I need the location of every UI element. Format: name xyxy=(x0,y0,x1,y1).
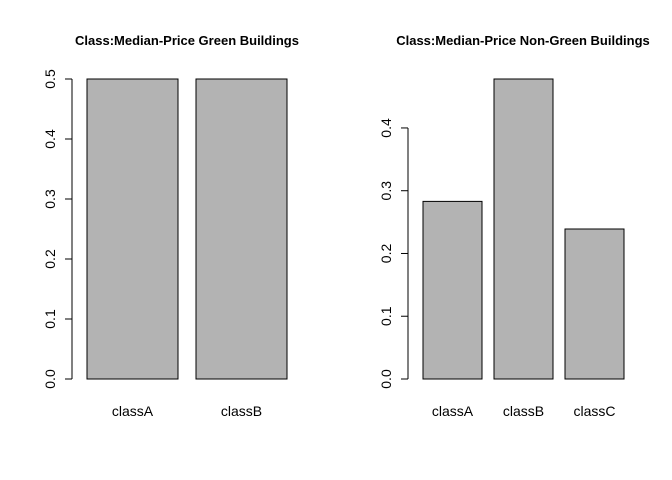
chart-title: Class:Median-Price Non-Green Buildings xyxy=(396,33,650,48)
y-tick-label: 0.0 xyxy=(378,369,394,389)
bar-classA xyxy=(422,200,483,380)
y-tick-label: 0.2 xyxy=(378,244,394,264)
bar-classA xyxy=(86,78,179,380)
category-label: classA xyxy=(112,403,154,419)
category-label: classB xyxy=(221,403,262,419)
y-tick-label: 0.5 xyxy=(42,69,58,89)
y-tick-label: 0.1 xyxy=(378,306,394,326)
y-tick-label: 0.2 xyxy=(42,249,58,269)
category-label: classA xyxy=(432,403,474,419)
y-tick-label: 0.0 xyxy=(42,369,58,389)
y-tick-label: 0.3 xyxy=(378,181,394,201)
category-label: classC xyxy=(573,403,615,419)
y-tick-label: 0.3 xyxy=(42,189,58,209)
bar-classB xyxy=(195,78,288,380)
y-tick-label: 0.1 xyxy=(42,309,58,329)
chart-panel-1: Class:Median-Price Green Buildings 0.0 0.1… xyxy=(42,33,299,419)
y-tick-label: 0.4 xyxy=(378,118,394,138)
bar-classC xyxy=(564,228,625,380)
chart-panel-2: Class:Median-Price Non-Green Buildings 0.… xyxy=(378,33,650,419)
y-tick-label: 0.4 xyxy=(42,129,58,149)
chart-title: Class:Median-Price Green Buildings xyxy=(75,33,299,48)
category-label: classB xyxy=(503,403,544,419)
bar-classB xyxy=(493,78,554,380)
